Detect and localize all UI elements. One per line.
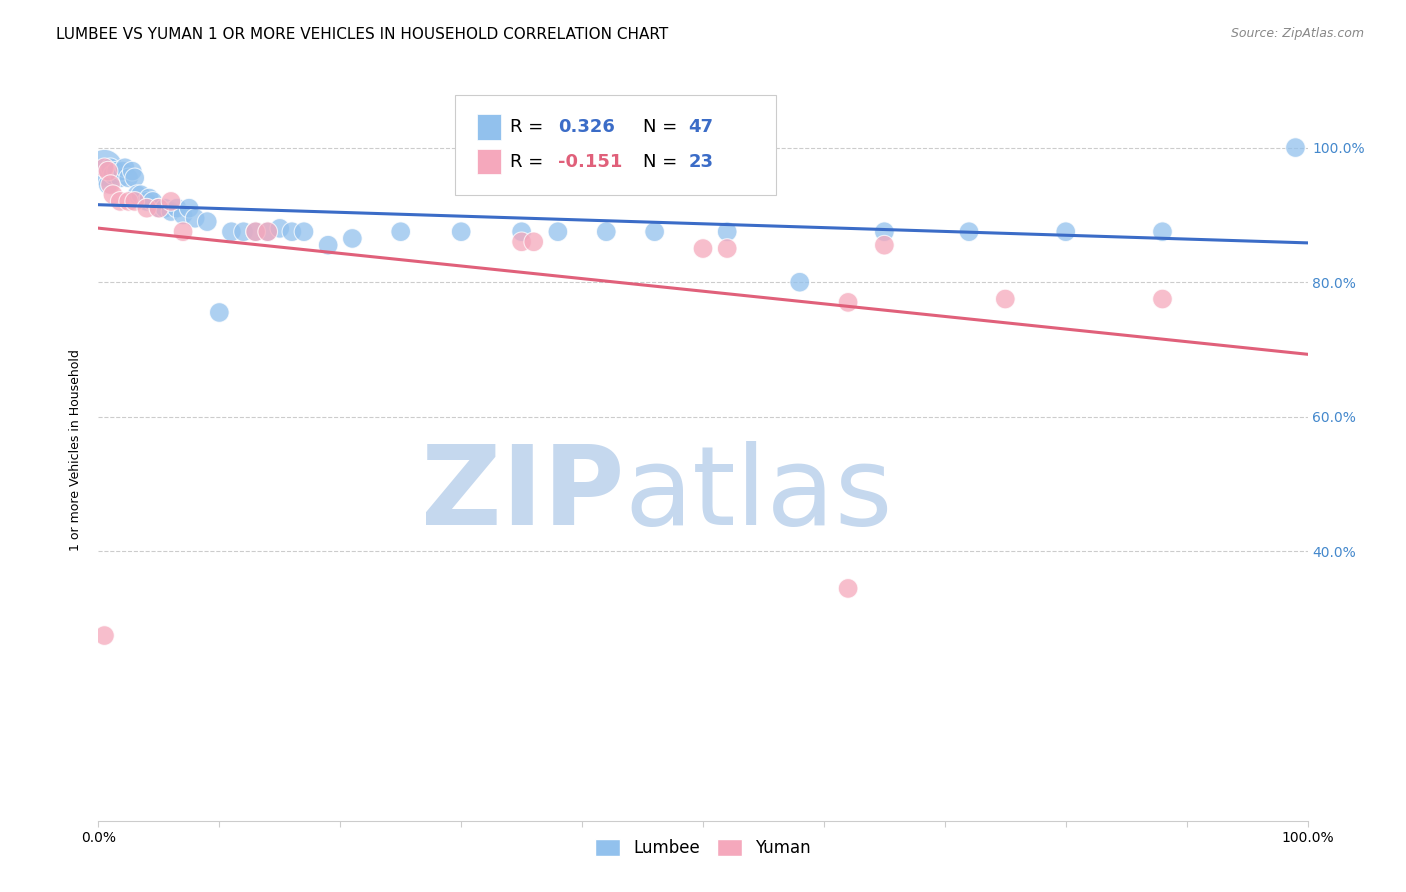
Point — [184, 211, 207, 226]
Point — [208, 305, 231, 319]
Point — [179, 201, 201, 215]
Text: 47: 47 — [689, 118, 713, 136]
FancyBboxPatch shape — [477, 114, 501, 139]
Point — [114, 161, 136, 175]
Point — [510, 225, 533, 239]
Point — [245, 225, 267, 239]
Point — [245, 225, 267, 239]
Text: -0.151: -0.151 — [558, 153, 623, 170]
Point — [595, 225, 617, 239]
Point — [269, 221, 291, 235]
Point — [389, 225, 412, 239]
Text: Source: ZipAtlas.com: Source: ZipAtlas.com — [1230, 27, 1364, 40]
Point — [873, 238, 896, 252]
Point — [153, 201, 176, 215]
Point — [129, 187, 152, 202]
Point — [135, 201, 157, 215]
Point — [166, 201, 188, 215]
Point — [644, 225, 666, 239]
Point — [523, 235, 546, 249]
Point — [256, 225, 278, 239]
Text: atlas: atlas — [624, 442, 893, 549]
Point — [342, 231, 364, 245]
Point — [100, 161, 122, 175]
Point — [160, 194, 183, 209]
Point — [221, 225, 243, 239]
Point — [100, 178, 122, 192]
Point — [873, 225, 896, 239]
Text: LUMBEE VS YUMAN 1 OR MORE VEHICLES IN HOUSEHOLD CORRELATION CHART: LUMBEE VS YUMAN 1 OR MORE VEHICLES IN HO… — [56, 27, 668, 42]
Y-axis label: 1 or more Vehicles in Household: 1 or more Vehicles in Household — [69, 350, 83, 551]
Point — [172, 225, 194, 239]
Point — [148, 201, 170, 215]
Point — [510, 235, 533, 249]
Text: 0.326: 0.326 — [558, 118, 614, 136]
Point — [716, 242, 738, 256]
Text: ZIP: ZIP — [420, 442, 624, 549]
Point — [837, 295, 859, 310]
Point — [93, 628, 115, 642]
Point — [1152, 292, 1174, 306]
FancyBboxPatch shape — [477, 149, 501, 174]
Point — [124, 194, 146, 209]
Point — [281, 225, 304, 239]
Point — [1152, 225, 1174, 239]
Point — [837, 582, 859, 596]
Point — [256, 225, 278, 239]
Point — [108, 194, 131, 209]
Point — [232, 225, 254, 239]
Point — [105, 164, 128, 178]
Point — [111, 164, 134, 178]
Point — [450, 225, 472, 239]
Point — [716, 225, 738, 239]
Text: R =: R = — [509, 153, 543, 170]
Point — [138, 191, 160, 205]
Point — [93, 161, 115, 175]
Point — [121, 164, 143, 178]
Point — [316, 238, 339, 252]
Point — [692, 242, 714, 256]
Point — [118, 170, 141, 185]
FancyBboxPatch shape — [456, 95, 776, 195]
Point — [97, 178, 120, 192]
Point — [172, 208, 194, 222]
Legend: Lumbee, Yuman: Lumbee, Yuman — [589, 832, 817, 864]
Point — [195, 214, 218, 228]
Point — [97, 164, 120, 178]
Text: 23: 23 — [689, 153, 713, 170]
Point — [135, 194, 157, 209]
Point — [93, 161, 115, 175]
Text: R =: R = — [509, 118, 543, 136]
Text: N =: N = — [643, 153, 676, 170]
Point — [994, 292, 1017, 306]
Point — [148, 201, 170, 215]
Point — [1284, 140, 1306, 154]
Point — [292, 225, 315, 239]
Point — [118, 194, 141, 209]
Point — [101, 168, 124, 182]
Point — [789, 275, 811, 289]
Point — [160, 204, 183, 219]
Point — [1054, 225, 1077, 239]
Point — [108, 170, 131, 185]
Point — [547, 225, 569, 239]
Point — [957, 225, 980, 239]
Point — [101, 187, 124, 202]
Point — [127, 187, 149, 202]
Point — [124, 170, 146, 185]
Point — [142, 194, 165, 209]
Text: N =: N = — [643, 118, 676, 136]
